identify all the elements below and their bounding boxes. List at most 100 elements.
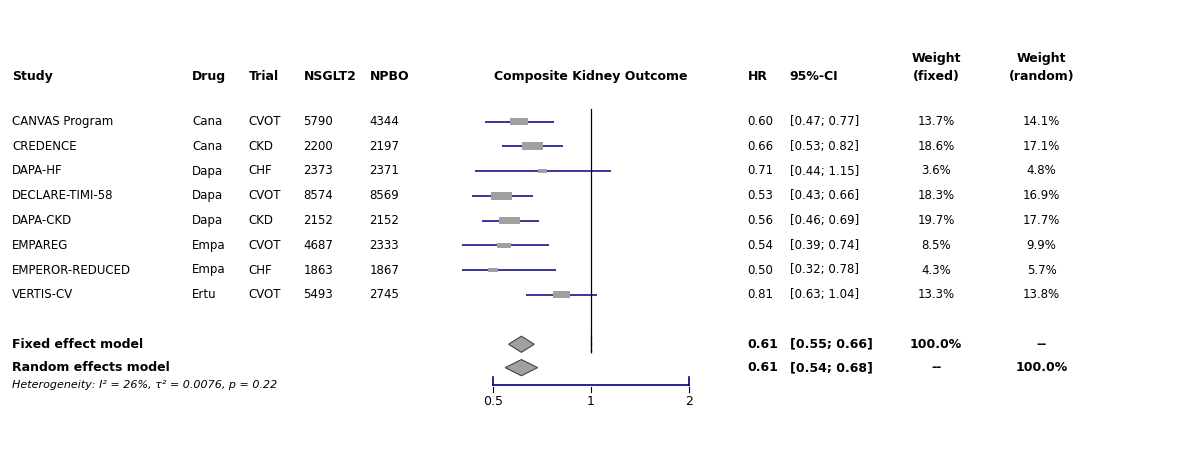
- Text: EMPAREG: EMPAREG: [12, 239, 68, 252]
- Text: NSGLT2: NSGLT2: [304, 70, 356, 83]
- FancyBboxPatch shape: [510, 118, 528, 125]
- Text: 2371: 2371: [370, 165, 400, 177]
- Text: Weight: Weight: [1016, 52, 1067, 65]
- Text: 4687: 4687: [304, 239, 334, 252]
- Text: Drug: Drug: [192, 70, 226, 83]
- Text: [0.54; 0.68]: [0.54; 0.68]: [790, 361, 872, 374]
- FancyBboxPatch shape: [488, 268, 498, 272]
- Text: 0.53: 0.53: [748, 189, 774, 202]
- Text: CKD: CKD: [248, 214, 274, 227]
- Text: 1: 1: [587, 395, 595, 408]
- Text: [0.39; 0.74]: [0.39; 0.74]: [790, 239, 859, 252]
- Text: EMPEROR-REDUCED: EMPEROR-REDUCED: [12, 264, 131, 276]
- Text: 8574: 8574: [304, 189, 334, 202]
- Text: CANVAS Program: CANVAS Program: [12, 115, 113, 128]
- Text: Dapa: Dapa: [192, 189, 223, 202]
- Text: 13.7%: 13.7%: [917, 115, 955, 128]
- Text: Composite Kidney Outcome: Composite Kidney Outcome: [494, 70, 688, 83]
- Text: 3.6%: 3.6%: [922, 165, 950, 177]
- Text: Cana: Cana: [192, 140, 222, 153]
- Text: 2152: 2152: [370, 214, 400, 227]
- Text: 0.56: 0.56: [748, 214, 774, 227]
- Text: 1863: 1863: [304, 264, 334, 276]
- FancyBboxPatch shape: [499, 216, 520, 225]
- Text: --: --: [1037, 338, 1046, 351]
- Text: [0.32; 0.78]: [0.32; 0.78]: [790, 264, 859, 276]
- Text: NPBO: NPBO: [370, 70, 409, 83]
- FancyBboxPatch shape: [497, 243, 511, 248]
- Text: CHF: CHF: [248, 264, 272, 276]
- Text: [0.43; 0.66]: [0.43; 0.66]: [790, 189, 859, 202]
- FancyBboxPatch shape: [522, 142, 542, 150]
- Text: 5.7%: 5.7%: [1027, 264, 1056, 276]
- Text: Study: Study: [12, 70, 53, 83]
- FancyBboxPatch shape: [553, 292, 570, 298]
- Text: 17.7%: 17.7%: [1022, 214, 1061, 227]
- Text: 95%-CI: 95%-CI: [790, 70, 839, 83]
- Text: Random effects model: Random effects model: [12, 361, 169, 374]
- Text: VERTIS-CV: VERTIS-CV: [12, 288, 73, 301]
- Text: DAPA-HF: DAPA-HF: [12, 165, 62, 177]
- Text: 16.9%: 16.9%: [1022, 189, 1061, 202]
- Text: CVOT: CVOT: [248, 115, 281, 128]
- Text: 13.8%: 13.8%: [1024, 288, 1060, 301]
- Text: 2200: 2200: [304, 140, 334, 153]
- Text: [0.53; 0.82]: [0.53; 0.82]: [790, 140, 858, 153]
- Text: 8569: 8569: [370, 189, 400, 202]
- Text: 2745: 2745: [370, 288, 400, 301]
- Text: 0.61: 0.61: [748, 361, 779, 374]
- Text: 0.54: 0.54: [748, 239, 774, 252]
- Text: 2: 2: [685, 395, 692, 408]
- Text: 19.7%: 19.7%: [917, 214, 955, 227]
- Text: 18.3%: 18.3%: [918, 189, 954, 202]
- Text: 2197: 2197: [370, 140, 400, 153]
- Polygon shape: [505, 360, 538, 376]
- Text: 2333: 2333: [370, 239, 400, 252]
- Text: Empa: Empa: [192, 264, 226, 276]
- Text: 2152: 2152: [304, 214, 334, 227]
- FancyBboxPatch shape: [539, 169, 547, 173]
- Text: 0.66: 0.66: [748, 140, 774, 153]
- Text: [0.46; 0.69]: [0.46; 0.69]: [790, 214, 859, 227]
- Text: Dapa: Dapa: [192, 165, 223, 177]
- Text: 5790: 5790: [304, 115, 334, 128]
- Text: Dapa: Dapa: [192, 214, 223, 227]
- Text: --: --: [931, 361, 941, 374]
- Text: 4.3%: 4.3%: [922, 264, 950, 276]
- Text: 17.1%: 17.1%: [1022, 140, 1061, 153]
- Text: CVOT: CVOT: [248, 189, 281, 202]
- Text: Weight: Weight: [911, 52, 961, 65]
- Text: 100.0%: 100.0%: [910, 338, 962, 351]
- Text: 0.60: 0.60: [748, 115, 774, 128]
- Text: Cana: Cana: [192, 115, 222, 128]
- Text: CREDENCE: CREDENCE: [12, 140, 77, 153]
- Text: 0.81: 0.81: [748, 288, 774, 301]
- Text: CVOT: CVOT: [248, 239, 281, 252]
- Text: [0.44; 1.15]: [0.44; 1.15]: [790, 165, 859, 177]
- FancyBboxPatch shape: [492, 192, 511, 199]
- Text: 4344: 4344: [370, 115, 400, 128]
- Text: 100.0%: 100.0%: [1015, 361, 1068, 374]
- Text: Empa: Empa: [192, 239, 226, 252]
- Text: HR: HR: [748, 70, 768, 83]
- Text: 5493: 5493: [304, 288, 334, 301]
- Text: DECLARE-TIMI-58: DECLARE-TIMI-58: [12, 189, 114, 202]
- Text: 0.71: 0.71: [748, 165, 774, 177]
- Text: 13.3%: 13.3%: [918, 288, 954, 301]
- Text: 4.8%: 4.8%: [1027, 165, 1056, 177]
- Polygon shape: [509, 336, 534, 352]
- Text: [0.55; 0.66]: [0.55; 0.66]: [790, 338, 872, 351]
- Text: [0.47; 0.77]: [0.47; 0.77]: [790, 115, 859, 128]
- Text: (fixed): (fixed): [912, 70, 960, 83]
- Text: 8.5%: 8.5%: [922, 239, 950, 252]
- Text: Heterogeneity: I² = 26%, τ² = 0.0076, p = 0.22: Heterogeneity: I² = 26%, τ² = 0.0076, p …: [12, 380, 277, 390]
- Text: (random): (random): [1009, 70, 1074, 83]
- Text: 0.61: 0.61: [748, 338, 779, 351]
- Text: CVOT: CVOT: [248, 288, 281, 301]
- Text: 0.50: 0.50: [748, 264, 774, 276]
- Text: [0.63; 1.04]: [0.63; 1.04]: [790, 288, 859, 301]
- Text: Ertu: Ertu: [192, 288, 217, 301]
- Text: Fixed effect model: Fixed effect model: [12, 338, 143, 351]
- Text: DAPA-CKD: DAPA-CKD: [12, 214, 72, 227]
- Text: 2373: 2373: [304, 165, 334, 177]
